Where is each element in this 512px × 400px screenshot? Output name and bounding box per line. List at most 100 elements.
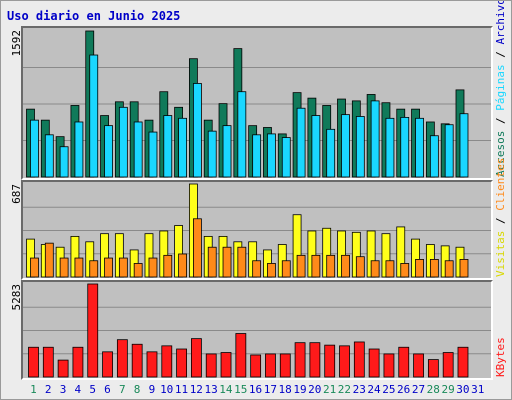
- bar-kbytes-4: [72, 346, 84, 378]
- legend-visitas: Visitas: [494, 231, 507, 277]
- x-tick-label: 1: [30, 383, 37, 396]
- bar-kbytes-7: [116, 339, 128, 378]
- bar-páginas-6: [104, 125, 113, 178]
- bar-páginas-22: [341, 114, 350, 178]
- bar-kbytes-30: [457, 346, 469, 378]
- bar-clientes-6: [104, 257, 113, 278]
- x-tick-label: 30: [456, 383, 469, 396]
- bar-clientes-27: [415, 259, 424, 278]
- x-tick-label: 11: [175, 383, 188, 396]
- bar-páginas-18: [281, 137, 291, 178]
- x-tick-label: 24: [367, 383, 381, 396]
- bar-clientes-2: [44, 242, 54, 278]
- bar-páginas-9: [148, 131, 158, 178]
- bar-clientes-18: [281, 260, 291, 278]
- bar-kbytes-16: [250, 354, 262, 378]
- bar-kbytes-25: [383, 353, 395, 378]
- legend-kbytes: KBytes: [494, 337, 507, 377]
- bar-clientes-19: [296, 254, 306, 278]
- bar-páginas-11: [178, 117, 188, 178]
- x-tick-label: 6: [104, 383, 111, 396]
- x-tick-label: 7: [119, 383, 126, 396]
- bar-kbytes-8: [131, 343, 143, 378]
- bar-páginas-8: [133, 121, 143, 178]
- bar-kbytes-1: [28, 346, 39, 378]
- y-max-label: 5283: [10, 284, 23, 311]
- x-tick-label: 21: [323, 383, 336, 396]
- bar-páginas-21: [326, 128, 336, 178]
- x-tick-label: 19: [293, 383, 306, 396]
- bar-páginas-23: [355, 116, 365, 178]
- x-tick-label: 23: [353, 383, 366, 396]
- bar-clientes-1: [30, 257, 39, 278]
- bar-kbytes-17: [265, 353, 276, 378]
- bar-clientes-26: [400, 263, 410, 278]
- bar-páginas-24: [370, 100, 380, 178]
- bar-kbytes-22: [339, 345, 350, 378]
- bar-páginas-29: [444, 124, 454, 178]
- bar-kbytes-27: [413, 353, 424, 378]
- legend-páginas: Páginas: [494, 64, 507, 110]
- bar-páginas-27: [415, 117, 424, 178]
- bar-páginas-1: [30, 119, 39, 178]
- x-tick-label: 27: [412, 383, 425, 396]
- bar-clientes-20: [311, 254, 321, 278]
- bar-clientes-5: [89, 260, 99, 278]
- bar-páginas-20: [311, 115, 321, 178]
- chart-title: Uso diario en Junio 2025: [7, 9, 181, 23]
- bar-clientes-17: [267, 263, 276, 278]
- legend-hits: Accesos / Páginas / Archivos: [494, 1, 507, 177]
- legend-accesos: Accesos: [494, 131, 507, 177]
- bar-clientes-24: [370, 260, 380, 278]
- y-max-label: 687: [10, 184, 23, 204]
- bar-clientes-9: [148, 257, 158, 278]
- x-tick-label: 22: [338, 383, 351, 396]
- bar-kbytes-3: [57, 359, 69, 378]
- bar-clientes-22: [341, 254, 350, 278]
- bar-kbytes-23: [353, 341, 365, 378]
- bar-páginas-25: [385, 117, 395, 178]
- x-tick-label: 18: [279, 383, 292, 396]
- bar-kbytes-6: [102, 351, 113, 378]
- legend-visits: Visitas / Clientes: [494, 158, 507, 277]
- bar-clientes-10: [163, 254, 173, 278]
- bar-kbytes-10: [161, 345, 173, 378]
- x-tick-label: 8: [134, 383, 141, 396]
- bar-kbytes-20: [309, 342, 321, 378]
- x-tick-label: 5: [89, 383, 96, 396]
- legend-clientes: Clientes: [494, 158, 507, 211]
- bar-kbytes-9: [146, 351, 158, 378]
- bar-kbytes-19: [294, 342, 306, 378]
- y-max-label: 1592: [10, 30, 23, 57]
- bar-kbytes-5: [87, 283, 99, 378]
- x-tick-label: 3: [60, 383, 67, 396]
- bar-clientes-29: [444, 260, 454, 278]
- bar-páginas-13: [207, 130, 217, 178]
- x-tick-label: 17: [264, 383, 277, 396]
- bar-clientes-12: [193, 218, 202, 278]
- bar-páginas-15: [237, 91, 247, 178]
- bar-kbytes-24: [368, 348, 380, 378]
- bar-clientes-3: [59, 257, 69, 278]
- x-tick-label: 31: [471, 383, 484, 396]
- bar-clientes-11: [178, 253, 188, 278]
- bar-páginas-7: [118, 106, 128, 178]
- bar-kbytes-12: [191, 338, 202, 378]
- bar-clientes-25: [385, 260, 395, 278]
- x-tick-label: 26: [397, 383, 410, 396]
- bar-páginas-28: [429, 135, 439, 178]
- bar-páginas-30: [459, 113, 469, 178]
- bar-kbytes-18: [279, 353, 291, 378]
- bar-páginas-19: [296, 107, 306, 178]
- bar-kbytes-29: [442, 352, 454, 378]
- x-tick-label: 29: [441, 383, 454, 396]
- bar-kbytes-14: [220, 352, 232, 378]
- bar-clientes-4: [74, 257, 84, 278]
- bar-clientes-16: [252, 260, 262, 278]
- bar-kbytes-28: [427, 359, 439, 378]
- bar-páginas-16: [252, 134, 262, 178]
- x-tick-label: 9: [149, 383, 156, 396]
- legend-archivos: Archivos: [494, 1, 507, 45]
